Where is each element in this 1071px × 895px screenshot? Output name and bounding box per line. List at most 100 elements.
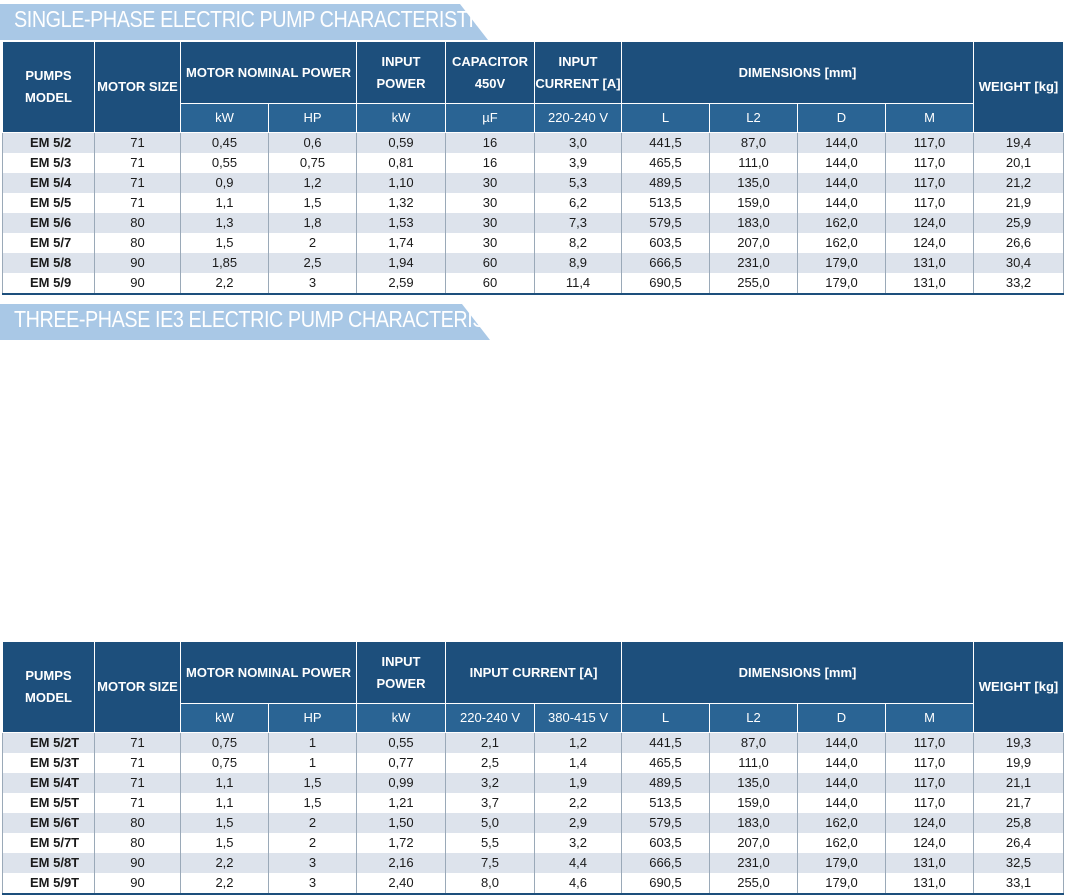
table-row: EM 5/9T 90 2,2 3 2,40 8,0 4,6 690,5 255,0 179,0 13… bbox=[2, 873, 1064, 895]
table-cell: 144,0 bbox=[797, 153, 886, 173]
header-dimensions: DIMENSIONS [mm] bbox=[621, 641, 974, 704]
table-cell: 666,5 bbox=[621, 253, 710, 273]
table-cell: 26,4 bbox=[973, 833, 1064, 853]
table-cell: 1,4 bbox=[534, 753, 622, 773]
table-cell: 19,4 bbox=[973, 132, 1064, 153]
table-cell: 21,1 bbox=[973, 773, 1064, 793]
table-cell: 231,0 bbox=[709, 253, 798, 273]
table-cell: 4,4 bbox=[534, 853, 622, 873]
table-cell: 124,0 bbox=[885, 813, 974, 833]
subheader-hp: HP bbox=[268, 703, 357, 733]
table-cell: 8,9 bbox=[534, 253, 622, 273]
subheader-l2: L2 bbox=[709, 103, 798, 133]
header-input-current: INPUT CURRENT [A] bbox=[445, 641, 622, 704]
table-row: EM 5/2T 71 0,75 1 0,55 2,1 1,2 441,5 87,0 144,0 11… bbox=[2, 732, 1064, 753]
table-cell: 4,6 bbox=[534, 873, 622, 895]
table-row: EM 5/6 80 1,3 1,8 1,53 30 7,3 579,5 183,0 162,0 12… bbox=[2, 213, 1064, 233]
subheader-l2: L2 bbox=[709, 703, 798, 733]
subheader-l: L bbox=[621, 103, 710, 133]
table-cell: 90 bbox=[94, 253, 181, 273]
table-cell: 0,99 bbox=[356, 773, 446, 793]
table-cell: 19,3 bbox=[973, 732, 1064, 753]
table-cell: 3,2 bbox=[534, 833, 622, 853]
table-cell: 80 bbox=[94, 233, 181, 253]
table-cell: 1,1 bbox=[180, 193, 269, 213]
table-row: EM 5/7T 80 1,5 2 1,72 5,5 3,2 603,5 207,0 162,0 12… bbox=[2, 833, 1064, 853]
table-cell: 441,5 bbox=[621, 732, 710, 753]
table-cell: 16 bbox=[445, 132, 535, 153]
table-cell: 1,5 bbox=[268, 773, 357, 793]
table-cell: 71 bbox=[94, 773, 181, 793]
table-cell: 690,5 bbox=[621, 273, 710, 295]
table-cell: 0,6 bbox=[268, 132, 357, 153]
table-cell: 1,5 bbox=[180, 233, 269, 253]
pump-model-cell: EM 5/4T bbox=[2, 773, 95, 793]
table-cell: 1,2 bbox=[534, 732, 622, 753]
table-cell: 0,75 bbox=[180, 732, 269, 753]
table-cell: 144,0 bbox=[797, 793, 886, 813]
table-row: EM 5/9 90 2,2 3 2,59 60 11,4 690,5 255,0 179,0 131… bbox=[2, 273, 1064, 295]
table-cell: 183,0 bbox=[709, 213, 798, 233]
title-banner-shape bbox=[0, 4, 488, 40]
table-cell: 2,5 bbox=[445, 753, 535, 773]
section-title-banner: THREE-PHASE IE3 ELECTRIC PUMP CHARACTERI… bbox=[0, 300, 1071, 340]
table-cell: 30 bbox=[445, 173, 535, 193]
table-cell: 1,9 bbox=[534, 773, 622, 793]
table-cell: 5,0 bbox=[445, 813, 535, 833]
table-cell: 0,55 bbox=[180, 153, 269, 173]
table-cell: 0,81 bbox=[356, 153, 446, 173]
subheader-l: L bbox=[621, 703, 710, 733]
section-title-banner: SINGLE-PHASE ELECTRIC PUMP CHARACTERISTI… bbox=[0, 0, 1071, 40]
table-cell: 11,4 bbox=[534, 273, 622, 295]
table-cell: 603,5 bbox=[621, 233, 710, 253]
table-cell: 117,0 bbox=[885, 193, 974, 213]
table-cell: 1,1 bbox=[180, 793, 269, 813]
header-input-current: INPUT CURRENT [A] bbox=[534, 41, 622, 104]
table-cell: 131,0 bbox=[885, 253, 974, 273]
table-cell: 2,9 bbox=[534, 813, 622, 833]
table-cell: 117,0 bbox=[885, 173, 974, 193]
subheader-d: D bbox=[797, 703, 886, 733]
table-cell: 159,0 bbox=[709, 193, 798, 213]
table-cell: 19,9 bbox=[973, 753, 1064, 773]
pump-model-cell: EM 5/6 bbox=[2, 213, 95, 233]
header-pumps-model: PUMPS MODEL bbox=[2, 641, 95, 733]
subheader-uf: µF bbox=[445, 103, 535, 133]
table-cell: 0,59 bbox=[356, 132, 446, 153]
table-cell: 441,5 bbox=[621, 132, 710, 153]
three-phase-table: PUMPS MODEL MOTOR SIZE MOTOR NOMINAL POW… bbox=[2, 641, 1064, 895]
pump-model-cell: EM 5/8T bbox=[2, 853, 95, 873]
subheader-hp: HP bbox=[268, 103, 357, 133]
table-cell: 6,2 bbox=[534, 193, 622, 213]
table-cell: 60 bbox=[445, 253, 535, 273]
table-cell: 7,5 bbox=[445, 853, 535, 873]
table-cell: 162,0 bbox=[797, 213, 886, 233]
table-cell: 3,9 bbox=[534, 153, 622, 173]
header-pumps-model: PUMPS MODEL bbox=[2, 41, 95, 133]
table-cell: 124,0 bbox=[885, 833, 974, 853]
pump-model-cell: EM 5/3 bbox=[2, 153, 95, 173]
table-cell: 2,16 bbox=[356, 853, 446, 873]
table-cell: 90 bbox=[94, 873, 181, 895]
table-cell: 1,5 bbox=[268, 793, 357, 813]
subheader-m: M bbox=[885, 103, 974, 133]
table-cell: 1,21 bbox=[356, 793, 446, 813]
subheader-kw: kW bbox=[180, 103, 269, 133]
table-cell: 2 bbox=[268, 233, 357, 253]
three-phase-rows: EM 5/2T 71 0,75 1 0,55 2,1 1,2 441,5 87,0 144,0 11… bbox=[2, 732, 1064, 895]
table-cell: 162,0 bbox=[797, 833, 886, 853]
table-cell: 3,7 bbox=[445, 793, 535, 813]
table-cell: 20,1 bbox=[973, 153, 1064, 173]
table-cell: 255,0 bbox=[709, 273, 798, 295]
table-cell: 162,0 bbox=[797, 233, 886, 253]
pump-model-cell: EM 5/6T bbox=[2, 813, 95, 833]
header-motor-size: MOTOR SIZE bbox=[94, 641, 181, 733]
pump-model-cell: EM 5/2 bbox=[2, 132, 95, 153]
table-cell: 26,6 bbox=[973, 233, 1064, 253]
table-cell: 0,45 bbox=[180, 132, 269, 153]
subheader-m: M bbox=[885, 703, 974, 733]
table-cell: 21,2 bbox=[973, 173, 1064, 193]
table-cell: 1,74 bbox=[356, 233, 446, 253]
section-title: THREE-PHASE IE3 ELECTRIC PUMP CHARACTERI… bbox=[14, 306, 529, 332]
table-cell: 144,0 bbox=[797, 732, 886, 753]
